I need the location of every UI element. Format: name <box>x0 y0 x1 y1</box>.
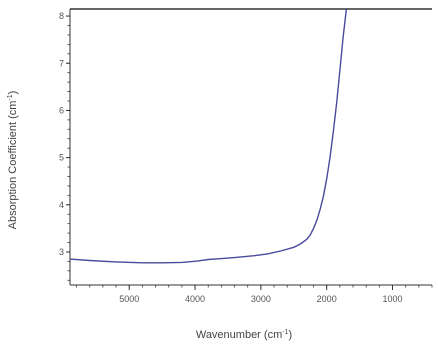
y-axis-title: Absorption Coefficient (cm-1) <box>7 91 19 230</box>
minor-ticks <box>67 15 433 288</box>
y-tick-label: 5 <box>59 153 64 163</box>
x-axis-title: Wavenumber (cm-1) <box>196 329 292 341</box>
y-ticks: 3 4 5 6 7 8 <box>59 11 70 257</box>
x-tick-label: 5000 <box>119 294 139 304</box>
x-tick-label: 3000 <box>251 294 271 304</box>
y-tick-label: 3 <box>59 247 64 257</box>
y-tick-label: 4 <box>59 200 64 210</box>
x-ticks: 5000 4000 3000 2000 1000 <box>119 285 403 304</box>
y-axis-title-main: Absorption Coefficient (cm <box>7 101 19 230</box>
x-axis-title-main: Wavenumber (cm <box>196 329 282 341</box>
y-tick-label: 7 <box>59 58 64 68</box>
x-tick-label: 1000 <box>382 294 402 304</box>
x-axis-title-tail: ) <box>288 329 292 341</box>
x-tick-label: 2000 <box>317 294 337 304</box>
y-tick-label: 6 <box>59 105 64 115</box>
x-axis-title-sup: -1 <box>282 329 288 336</box>
y-axis-title-sup: -1 <box>7 94 14 100</box>
y-axis-title-tail: ) <box>7 91 19 95</box>
axes <box>69 8 432 286</box>
y-tick-label: 8 <box>59 11 64 21</box>
series-line <box>69 8 348 264</box>
x-tick-label: 4000 <box>185 294 205 304</box>
